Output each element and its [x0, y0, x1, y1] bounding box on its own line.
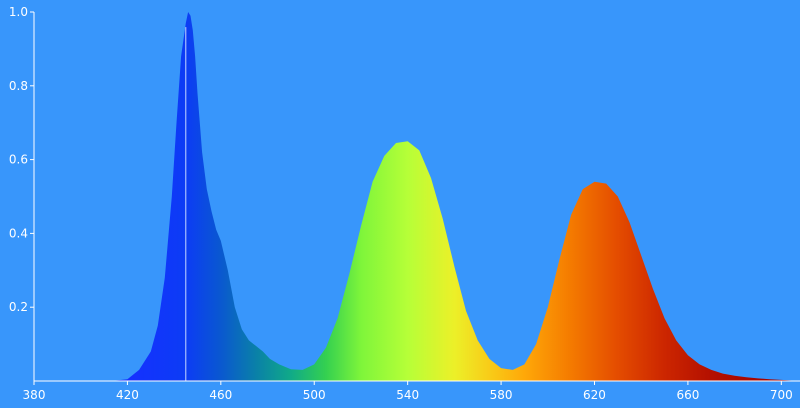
spectrum-area [111, 12, 800, 381]
x-tick-label-580: 580 [490, 388, 513, 402]
x-tick-label-700: 700 [770, 388, 793, 402]
y-tick-label-0.2: 0.2 [9, 300, 28, 314]
y-axis-ticks: 0.2 0.4 0.6 0.8 1.0 [9, 5, 34, 314]
y-tick-label-0.4: 0.4 [9, 226, 28, 240]
x-tick-label-620: 620 [583, 388, 606, 402]
y-tick-label-0.8: 0.8 [9, 79, 28, 93]
y-tick-label-1.0: 1.0 [9, 5, 28, 19]
y-tick-label-0.6: 0.6 [9, 153, 28, 167]
x-tick-label-420: 420 [116, 388, 139, 402]
x-tick-label-660: 660 [676, 388, 699, 402]
x-tick-label-380: 380 [23, 388, 46, 402]
x-tick-label-540: 540 [396, 388, 419, 402]
x-tick-label-460: 460 [209, 388, 232, 402]
x-tick-label-500: 500 [303, 388, 326, 402]
x-axis-ticks: 380 420 460 500 540 580 620 660 700 [23, 381, 793, 402]
